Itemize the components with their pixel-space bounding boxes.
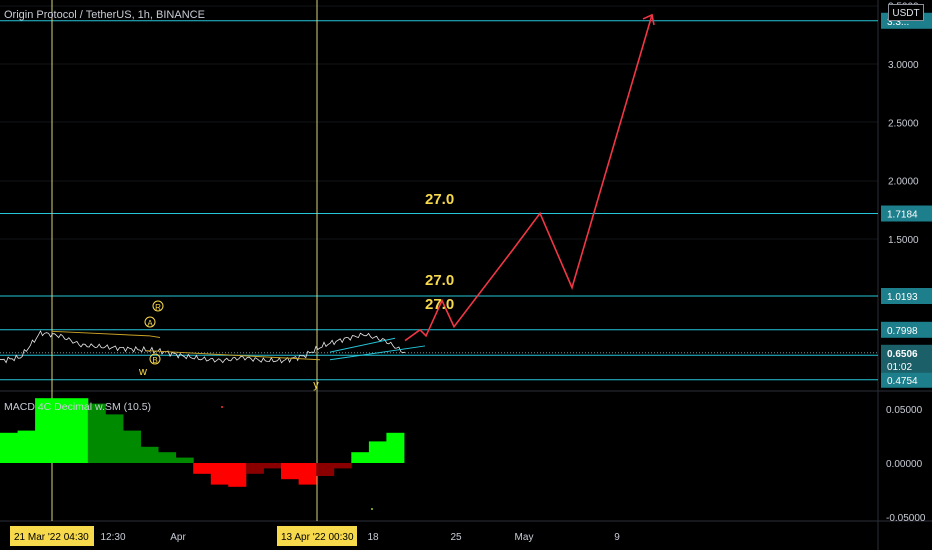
wave-label: B — [152, 356, 157, 365]
wave-label: w — [138, 366, 147, 378]
time-tick-label: 12:30 — [100, 532, 125, 543]
price-level-tag-label: 0.7998 — [887, 326, 918, 337]
macd-bar — [175, 457, 194, 463]
macd-bar — [0, 432, 18, 463]
target-label: 27.0 — [425, 296, 454, 313]
macd-bar — [210, 463, 229, 485]
time-axis: 12:30 Apr 18 25 May 9 21 Mar '22 04:30 13 Apr '… — [10, 526, 620, 546]
macd-bar — [52, 398, 71, 463]
macd-bar — [87, 403, 106, 463]
last-price-label: 0.6506 — [887, 349, 918, 360]
price-tick-label: 1.5000 — [888, 235, 919, 246]
time-tick-label: May — [515, 532, 534, 543]
macd-marker-dot — [371, 508, 373, 510]
price-level-tag — [881, 321, 932, 338]
macd-bar — [263, 463, 282, 469]
channel-line — [144, 350, 321, 361]
macd-bar — [123, 430, 141, 463]
target-labels: 27.0 27.0 27.0 — [425, 13, 655, 313]
indicator-tick-label: 0.00000 — [886, 459, 923, 470]
macd-bar — [70, 398, 89, 463]
crosshair-time-label: 21 Mar '22 04:30 — [14, 532, 89, 543]
price-tick-label: 2.5000 — [888, 118, 919, 129]
time-tick-label: 9 — [614, 532, 620, 543]
wave-label: A — [147, 319, 153, 328]
price-level-tag-label: 1.7184 — [887, 210, 918, 221]
indicator-axis: 0.05000 0.00000 -0.05000 — [886, 405, 926, 524]
channels — [51, 330, 426, 361]
macd-bar — [158, 452, 177, 463]
macd-bar — [105, 414, 124, 463]
time-tick-label: 25 — [450, 532, 462, 543]
time-tick-label: 18 — [367, 532, 379, 543]
wave-label: R — [155, 303, 161, 312]
macd-bar — [245, 463, 264, 474]
target-label: 27.0 — [425, 272, 454, 289]
price-level-tag-label: 3.3... — [887, 17, 909, 28]
crosshair-time-tag — [10, 526, 94, 546]
wave-circle — [149, 353, 161, 365]
indicator-tick-label: 0.05000 — [886, 405, 923, 416]
price-tick-label: 3.0000 — [888, 60, 919, 71]
macd-bar — [17, 430, 36, 463]
channel-line — [329, 337, 396, 353]
macd-bar — [386, 432, 405, 463]
macd-bar — [140, 446, 159, 463]
time-tick-label: Apr — [170, 532, 186, 543]
channel-line — [51, 330, 151, 337]
macd-bar — [351, 452, 370, 463]
price-tick-label: 2.0000 — [888, 177, 919, 188]
chart-title: Origin Protocol / TetherUS, 1h, BINANCE — [4, 9, 205, 21]
price-line — [0, 330, 406, 364]
price-level-tag — [881, 205, 932, 222]
wave-circle — [144, 316, 156, 328]
price-levels — [0, 20, 878, 381]
macd-bar — [316, 463, 335, 476]
macd-bar — [228, 463, 247, 487]
price-level-tag-label: 1.0193 — [887, 292, 918, 303]
price-axis: 3.50003.00002.50002.00001.50003.3...1.71… — [881, 2, 932, 388]
price-level-tag — [881, 288, 932, 304]
macd-bar — [298, 463, 317, 485]
price-level-tag — [881, 371, 932, 388]
indicator-title: MACD 4C Decimal w.SM (10.5) — [4, 401, 152, 413]
channel-line — [149, 335, 161, 338]
macd-bar — [35, 398, 54, 463]
indicator-tick-label: -0.05000 — [886, 513, 926, 524]
wave-label: y — [313, 379, 319, 391]
crosshair-time-tag — [277, 526, 357, 546]
macd-histogram — [0, 398, 405, 510]
macd-bar — [193, 463, 212, 474]
channel-line — [329, 345, 426, 361]
target-label: 27.0 — [425, 191, 454, 208]
projection-arrowhead — [642, 13, 655, 26]
currency-unit-button[interactable]: USDT — [888, 4, 924, 21]
price-level-tag-label: 0.4754 — [887, 376, 918, 387]
crosshair-time-label: 13 Apr '22 00:30 — [281, 532, 354, 543]
macd-bar — [368, 441, 387, 463]
macd-bar — [281, 463, 299, 480]
macd-marker-dot — [221, 406, 223, 408]
last-price-tag — [881, 344, 932, 373]
projection-line — [404, 14, 653, 342]
macd-bar — [333, 463, 352, 469]
countdown-label: 01:02 — [887, 362, 912, 373]
wave-labels: RA Bw y — [138, 300, 319, 391]
wave-circle — [152, 300, 164, 312]
